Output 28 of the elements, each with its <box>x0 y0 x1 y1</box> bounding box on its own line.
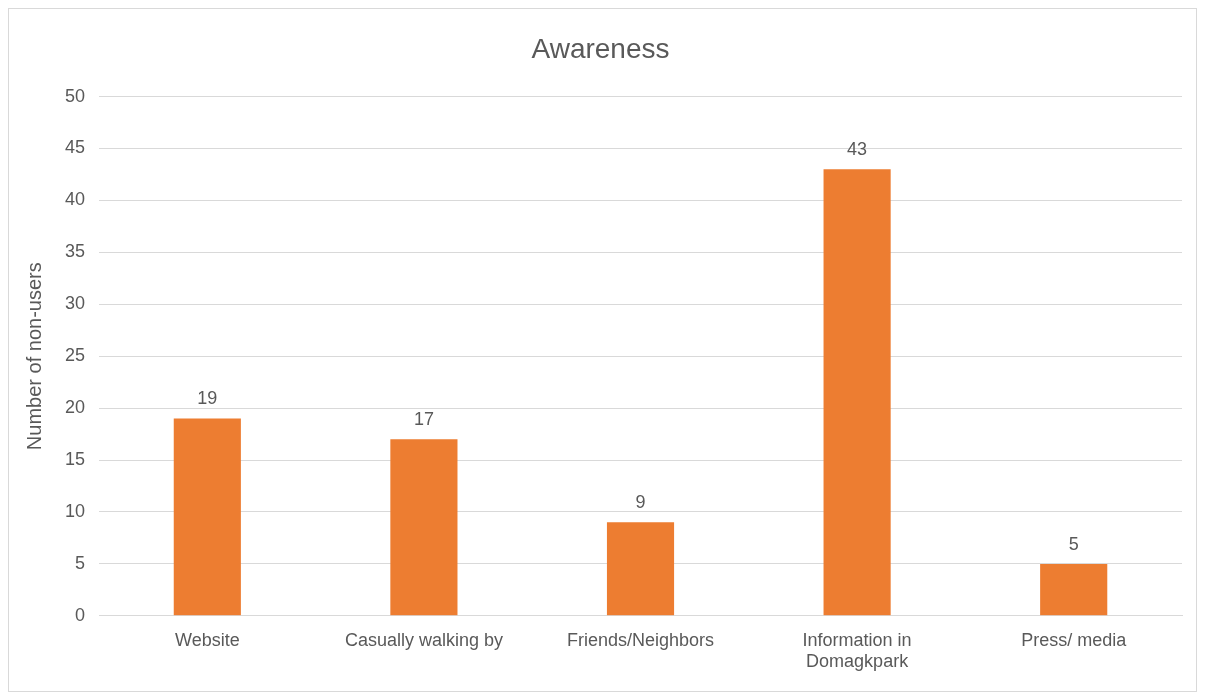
chart-title: Awareness <box>531 32 670 64</box>
bar <box>390 439 458 616</box>
x-tick-label: Press/ media <box>1021 629 1128 650</box>
bar <box>606 522 675 616</box>
y-tick-label: 45 <box>64 137 86 158</box>
y-tick-label: 25 <box>64 345 86 366</box>
data-label: 17 <box>413 409 434 430</box>
data-label: 43 <box>847 139 868 160</box>
y-tick-label: 30 <box>64 293 86 314</box>
y-tick-label: 20 <box>64 397 86 418</box>
y-tick-label: 10 <box>64 500 86 521</box>
y-tick-label: 5 <box>75 552 86 573</box>
bar <box>173 418 241 616</box>
y-axis-title: Number of non-users <box>22 262 45 451</box>
data-label: 9 <box>635 492 646 513</box>
bar <box>823 169 891 616</box>
bar <box>1040 563 1108 616</box>
data-label: 19 <box>197 388 218 409</box>
y-tick-label: 50 <box>64 85 86 106</box>
x-tick-label: Casually walking by <box>344 629 503 650</box>
y-tick-label: 0 <box>75 604 86 625</box>
x-tick-label: Friends/Neighbors <box>566 629 715 650</box>
x-tick-label: Website <box>174 629 240 650</box>
y-tick-label: 15 <box>64 449 86 470</box>
x-tick-label: Information in Domagkpark <box>802 629 912 672</box>
y-tick-label: 40 <box>64 189 86 210</box>
data-label: 5 <box>1068 533 1079 554</box>
y-tick-label: 35 <box>64 241 86 262</box>
